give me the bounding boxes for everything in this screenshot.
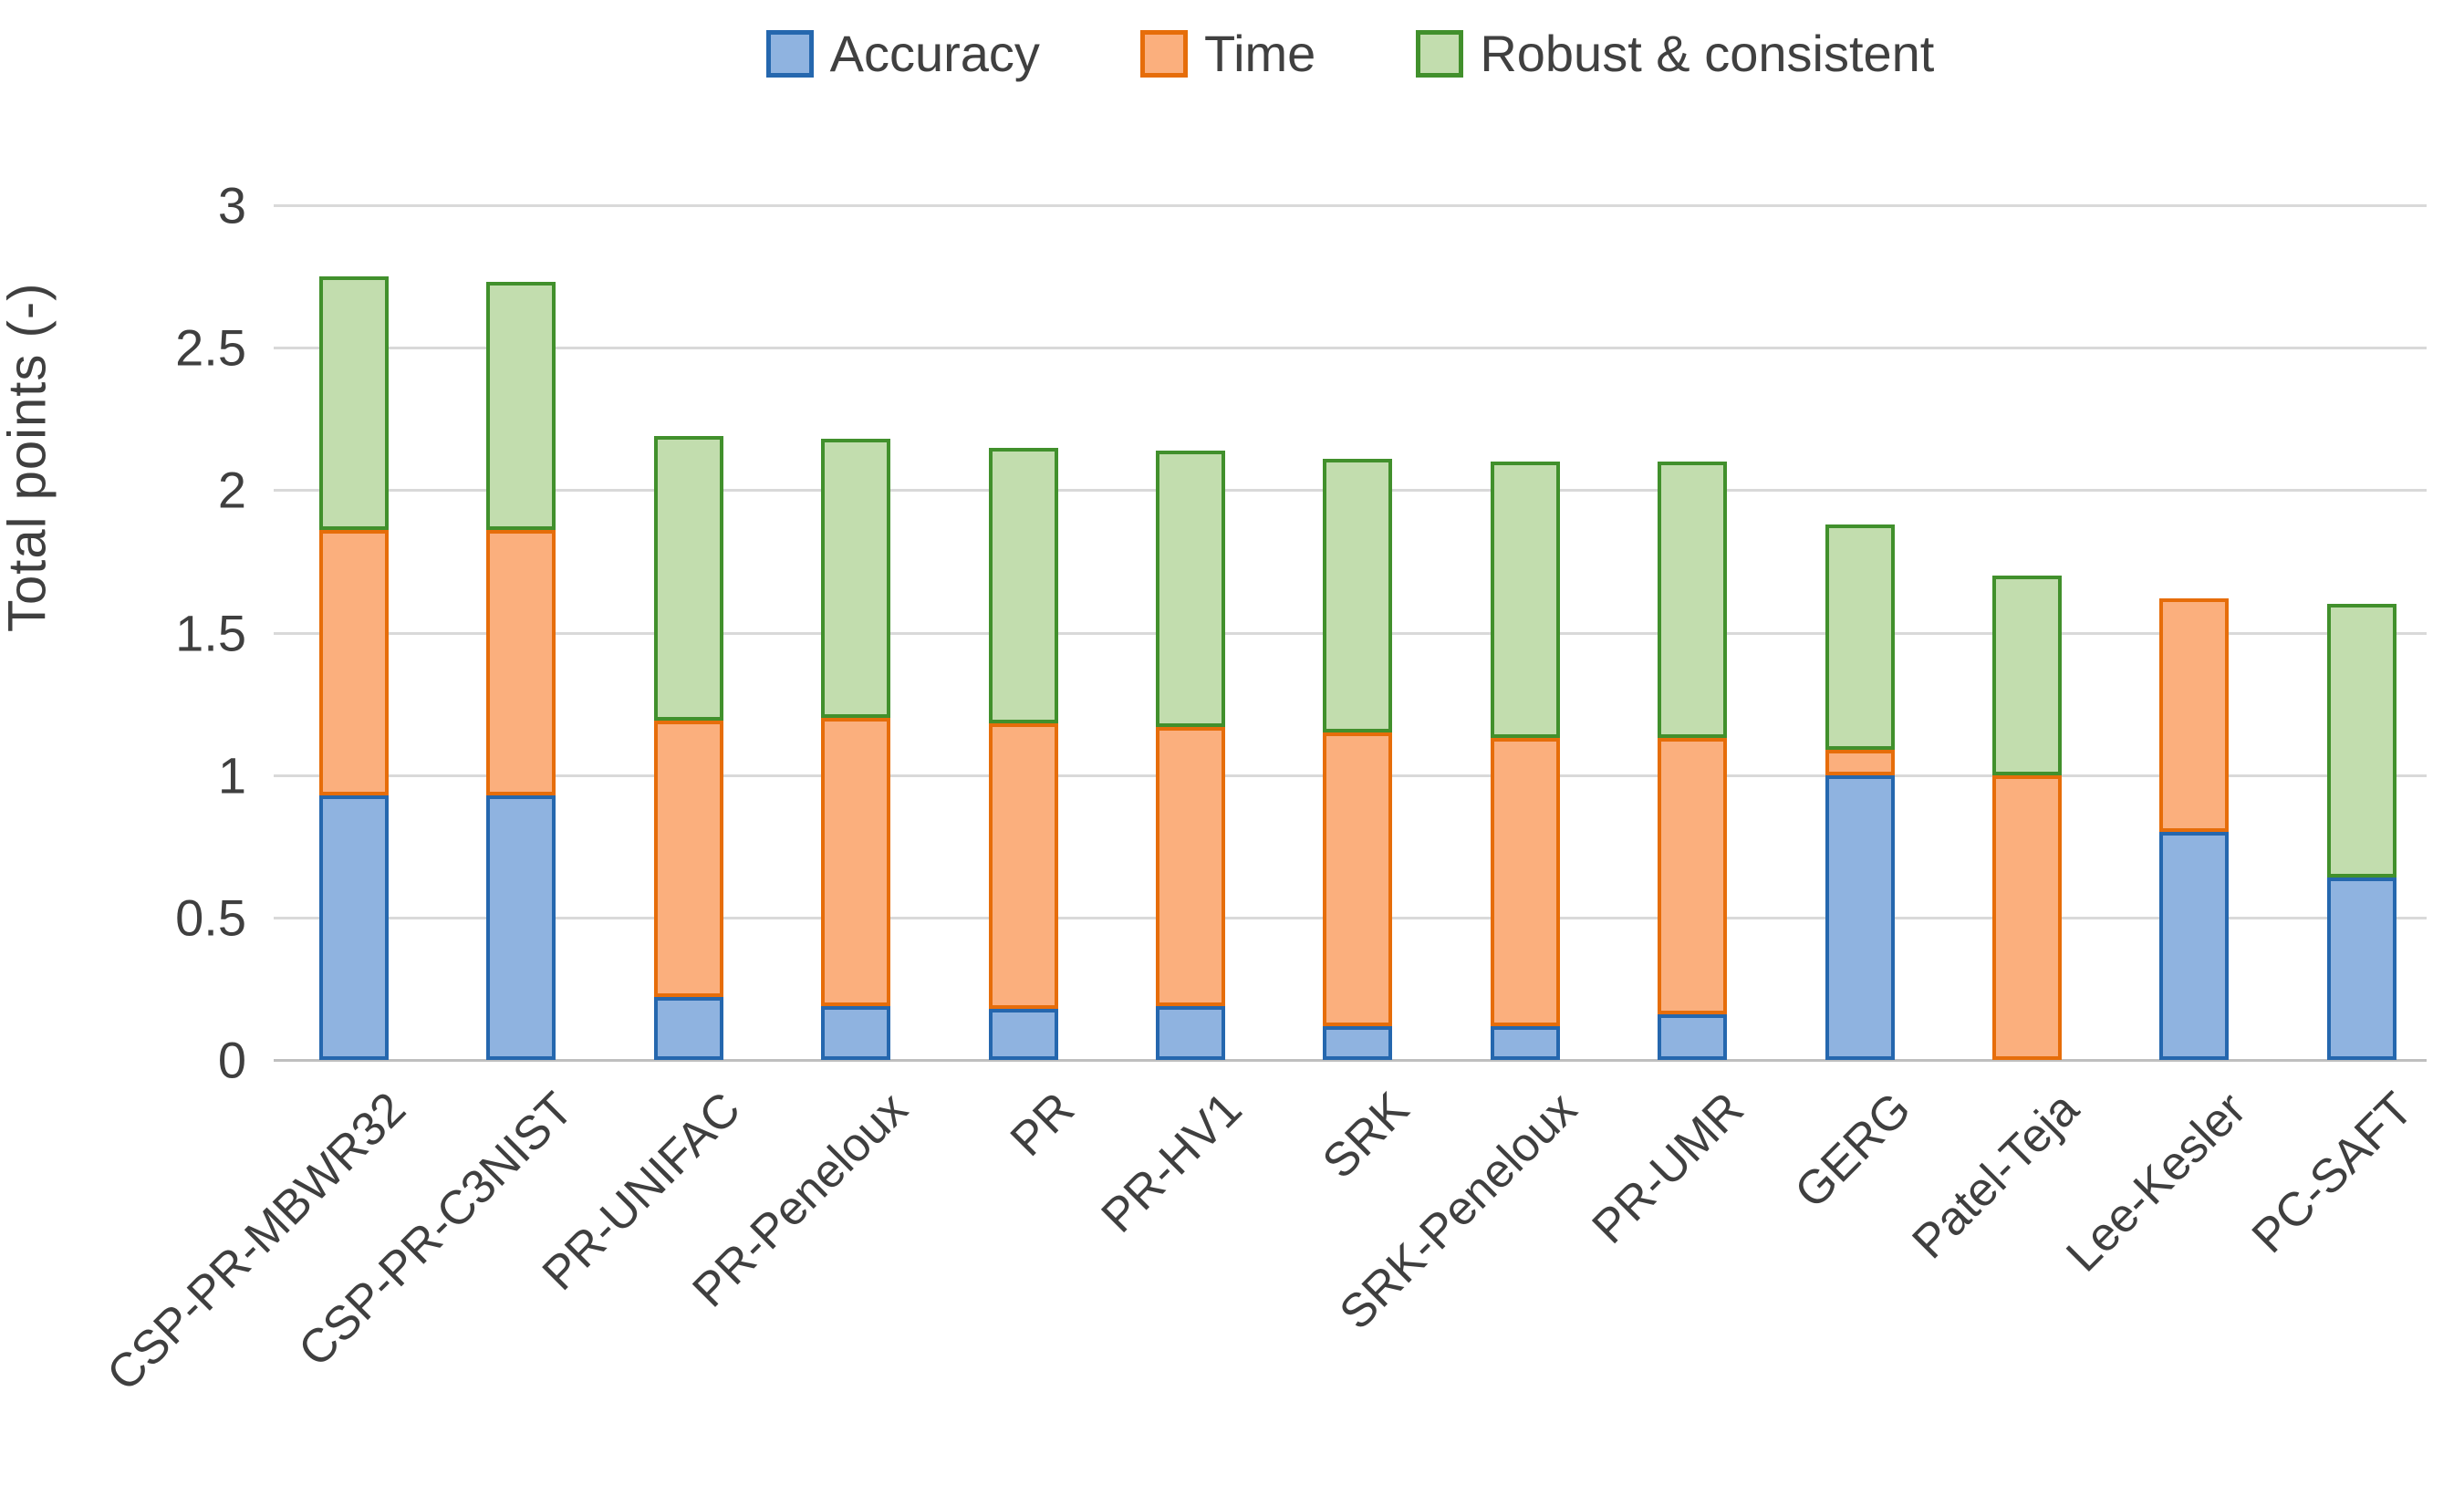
x-category-label: SRK <box>1313 1082 1420 1189</box>
bar-segment-time-csp-pr-c3nist <box>486 530 556 795</box>
bar-segment-accuracy-pr-unifac <box>653 997 723 1060</box>
y-tick-label: 0.5 <box>175 888 246 947</box>
bar-segment-time-srk <box>1323 732 1393 1026</box>
bar-segment-robust-consistent-pr-unifac <box>653 436 723 722</box>
bar-segment-accuracy-csp-pr-c3nist <box>486 794 556 1060</box>
legend-label: Robust & consistent <box>1480 25 1935 82</box>
y-tick-label: 0 <box>217 1031 246 1089</box>
legend-item: Accuracy <box>765 24 1040 83</box>
gridline <box>274 204 2427 207</box>
x-category-label: Lee-Kesler <box>2056 1082 2257 1282</box>
bar-segment-robust-consistent-srk-peneloux <box>1490 462 1560 739</box>
x-category-label: PR <box>1001 1082 1086 1167</box>
bar-segment-accuracy-srk <box>1323 1025 1393 1060</box>
bar-segment-robust-consistent-pc-saft <box>2326 604 2396 878</box>
bar-segment-robust-consistent-pr-umr <box>1658 462 1728 739</box>
bar-segment-accuracy-gerg <box>1825 774 1895 1060</box>
plot-area <box>274 204 2427 1062</box>
legend-swatch-icon <box>1139 29 1188 78</box>
gridline <box>274 347 2427 350</box>
bar-segment-time-csp-pr-mbwr32 <box>319 530 389 795</box>
bar-segment-accuracy-pr-umr <box>1658 1014 1728 1060</box>
bar-segment-robust-consistent-pr <box>988 447 1058 724</box>
bar-segment-time-pr-umr <box>1658 738 1728 1015</box>
bar-segment-accuracy-pr-hv1 <box>1156 1005 1225 1060</box>
bar-segment-accuracy-pc-saft <box>2326 878 2396 1060</box>
bar-segment-accuracy-srk-peneloux <box>1490 1025 1560 1060</box>
bar-segment-accuracy-pr <box>988 1008 1058 1060</box>
chart-legend: Accuracy Time Robust & consistent <box>274 24 2427 83</box>
x-category-label: GERG <box>1785 1082 1922 1220</box>
bar-segment-time-pr <box>988 723 1058 1009</box>
legend-item: Robust & consistent <box>1416 24 1934 83</box>
x-category-label: PR-HV1 <box>1091 1082 1253 1243</box>
bar-segment-robust-consistent-pr-peneloux <box>821 439 891 719</box>
y-tick-label: 2.5 <box>175 318 246 377</box>
y-axis-title: Total points (-) <box>0 282 57 632</box>
bar-segment-robust-consistent-patel-teja <box>1992 576 2062 775</box>
x-axis-baseline <box>274 1059 2427 1062</box>
bar-segment-robust-consistent-srk <box>1323 459 1393 732</box>
bar-segment-accuracy-lee-kesler <box>2159 832 2230 1060</box>
bar-segment-time-patel-teja <box>1992 774 2062 1060</box>
x-category-label: PR-UMR <box>1582 1082 1754 1254</box>
bar-segment-time-pr-hv1 <box>1156 726 1225 1006</box>
bar-segment-robust-consistent-csp-pr-c3nist <box>486 282 556 531</box>
legend-item: Time <box>1139 24 1316 83</box>
legend-label: Time <box>1203 25 1316 82</box>
legend-swatch-icon <box>1416 29 1464 78</box>
bar-segment-accuracy-csp-pr-mbwr32 <box>319 794 389 1060</box>
bar-segment-time-pr-unifac <box>653 721 723 998</box>
x-category-label: PC-SAFT <box>2242 1082 2424 1264</box>
bar-segment-time-srk-peneloux <box>1490 738 1560 1026</box>
legend-label: Accuracy <box>829 25 1040 82</box>
legend-swatch-icon <box>765 29 814 78</box>
bar-segment-robust-consistent-gerg <box>1825 524 1895 750</box>
y-tick-label: 3 <box>217 176 246 234</box>
y-tick-label: 2 <box>217 461 246 519</box>
bar-segment-time-pr-peneloux <box>821 718 891 1006</box>
bar-segment-accuracy-pr-peneloux <box>821 1005 891 1060</box>
bar-segment-robust-consistent-csp-pr-mbwr32 <box>319 276 389 531</box>
y-tick-label: 1.5 <box>175 604 246 661</box>
x-category-label: CSP-PR-MBWR32 <box>97 1082 416 1402</box>
bar-segment-robust-consistent-pr-hv1 <box>1156 450 1225 727</box>
y-tick-label: 1 <box>217 746 246 805</box>
bar-segment-time-gerg <box>1825 749 1895 775</box>
bar-segment-time-lee-kesler <box>2159 598 2230 833</box>
